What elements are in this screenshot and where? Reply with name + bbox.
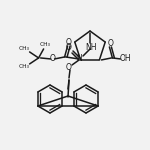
Text: CH₃: CH₃ [19,64,30,69]
Text: N: N [77,54,83,63]
Text: O: O [107,39,113,48]
Text: OH: OH [120,54,131,63]
Text: O: O [66,44,72,52]
Text: CH₃: CH₃ [19,46,30,51]
Text: O: O [66,63,72,72]
Text: O: O [50,54,56,63]
Text: O: O [66,38,72,47]
Text: CH₃: CH₃ [40,42,51,47]
Text: NH: NH [85,42,97,51]
